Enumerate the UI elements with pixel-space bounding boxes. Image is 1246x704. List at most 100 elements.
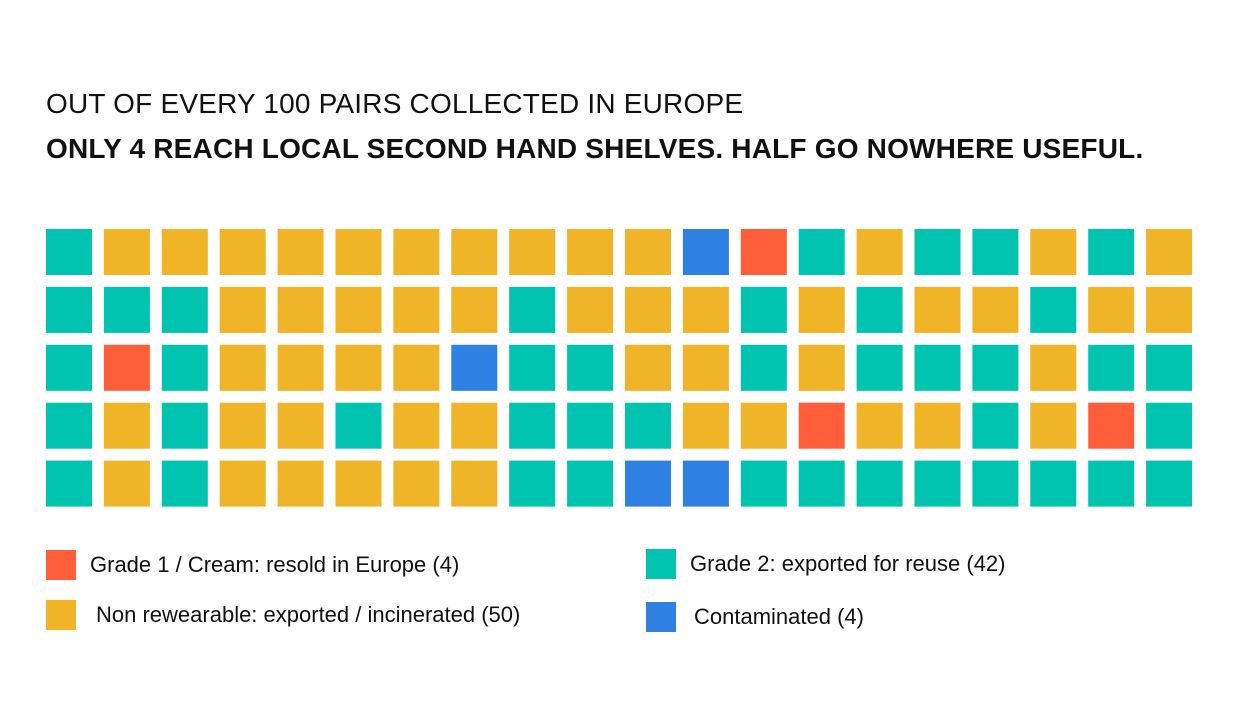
waffle-cell-reuse — [509, 286, 556, 333]
legend-label-contaminated: Contaminated (4) — [694, 604, 864, 629]
waffle-cell-reuse — [740, 286, 787, 333]
waffle-cell-reuse — [972, 402, 1019, 449]
waffle-cell-reuse — [740, 344, 787, 391]
waffle-cell-reuse — [567, 402, 614, 449]
waffle-cell-nonwear — [219, 229, 266, 275]
waffle-cell-nonwear — [103, 229, 150, 275]
chart-subtitle: ONLY 4 REACH LOCAL SECOND HAND SHELVES. … — [46, 133, 1144, 164]
waffle-cell-nonwear — [1146, 286, 1193, 333]
waffle-cell-reuse — [1030, 286, 1077, 333]
waffle-cell-nonwear — [219, 402, 266, 449]
waffle-cell-reuse — [972, 229, 1019, 275]
waffle-cell-reuse — [856, 460, 903, 507]
legend-swatch-contaminated — [646, 602, 676, 632]
waffle-cell-nonwear — [103, 402, 150, 449]
waffle-cell-nonwear — [277, 229, 324, 275]
waffle-cell-reuse — [46, 402, 92, 449]
waffle-cell-nonwear — [335, 460, 382, 507]
waffle-cell-reuse — [1146, 344, 1193, 391]
waffle-cell-reuse — [509, 344, 556, 391]
waffle-cell-reuse — [1088, 344, 1135, 391]
waffle-cell-nonwear — [451, 460, 498, 507]
waffle-cell-reuse — [1088, 229, 1135, 275]
legend-swatch-reuse — [646, 549, 676, 579]
waffle-cell-nonwear — [219, 286, 266, 333]
waffle-cell-nonwear — [740, 402, 787, 449]
waffle-cell-reuse — [972, 344, 1019, 391]
waffle-cell-nonwear — [798, 286, 845, 333]
waffle-cell-nonwear — [335, 229, 382, 275]
waffle-cell-nonwear — [393, 286, 440, 333]
waffle-cell-nonwear — [103, 460, 150, 507]
legend-item-nonwear: Non rewearable: exported / incinerated (… — [46, 600, 520, 630]
waffle-cell-nonwear — [451, 402, 498, 449]
waffle-cell-reuse — [46, 460, 92, 507]
waffle-cell-reuse — [46, 344, 92, 391]
waffle-cell-cream — [103, 344, 150, 391]
waffle-cell-contaminated — [625, 460, 671, 507]
waffle-cell-nonwear — [856, 229, 903, 275]
waffle-cell-reuse — [161, 460, 208, 507]
waffle-cell-nonwear — [567, 229, 614, 275]
waffle-cell-nonwear — [393, 460, 440, 507]
waffle-cell-reuse — [798, 460, 845, 507]
waffle-cell-reuse — [914, 229, 961, 275]
waffle-cell-reuse — [567, 344, 614, 391]
waffle-cell-nonwear — [509, 229, 556, 275]
waffle-cell-nonwear — [277, 460, 324, 507]
waffle-cell-nonwear — [972, 286, 1019, 333]
waffle-cell-nonwear — [219, 460, 266, 507]
waffle-cell-nonwear — [393, 229, 440, 275]
waffle-cell-contaminated — [451, 344, 498, 391]
waffle-cell-nonwear — [1030, 402, 1077, 449]
waffle-cell-reuse — [1146, 460, 1193, 507]
waffle-cell-contaminated — [682, 460, 729, 507]
waffle-cell-nonwear — [277, 402, 324, 449]
waffle-cell-reuse — [856, 286, 903, 333]
waffle-cell-nonwear — [914, 402, 961, 449]
waffle-cell-nonwear — [219, 344, 266, 391]
waffle-cell-nonwear — [451, 286, 498, 333]
waffle-cell-nonwear — [567, 286, 614, 333]
waffle-cell-nonwear — [393, 344, 440, 391]
chart-title: OUT OF EVERY 100 PAIRS COLLECTED IN EURO… — [46, 88, 744, 119]
waffle-cell-nonwear — [161, 229, 208, 275]
waffle-cell-reuse — [161, 344, 208, 391]
waffle-cell-nonwear — [451, 229, 498, 275]
legend-label-nonwear: Non rewearable: exported / incinerated (… — [96, 602, 521, 627]
waffle-cell-nonwear — [798, 344, 845, 391]
waffle-cell-reuse — [856, 344, 903, 391]
waffle-cell-nonwear — [393, 402, 440, 449]
waffle-cell-reuse — [972, 460, 1019, 507]
waffle-cell-reuse — [798, 229, 845, 275]
waffle-cell-nonwear — [1146, 229, 1193, 275]
waffle-cell-reuse — [1030, 460, 1077, 507]
waffle-cell-nonwear — [1088, 286, 1135, 333]
waffle-cell-nonwear — [1030, 344, 1077, 391]
waffle-cell-nonwear — [335, 286, 382, 333]
waffle-cell-reuse — [1088, 460, 1135, 507]
waffle-cell-nonwear — [682, 286, 729, 333]
legend-item-contaminated: Contaminated (4) — [646, 602, 864, 632]
waffle-cell-nonwear — [914, 286, 961, 333]
waffle-cell-nonwear — [682, 344, 729, 391]
waffle-cell-reuse — [46, 286, 92, 333]
legend-item-cream: Grade 1 / Cream: resold in Europe (4) — [46, 550, 459, 580]
waffle-cell-reuse — [567, 460, 614, 507]
waffle-cell-reuse — [625, 402, 671, 449]
waffle-cell-nonwear — [277, 286, 324, 333]
waffle-cell-reuse — [103, 286, 150, 333]
waffle-cell-nonwear — [277, 344, 324, 391]
waffle-cell-reuse — [161, 402, 208, 449]
waffle-cell-nonwear — [625, 229, 671, 275]
legend-swatch-nonwear — [46, 600, 76, 630]
waffle-cell-reuse — [46, 229, 92, 275]
waffle-cell-reuse — [914, 460, 961, 507]
waffle-cell-nonwear — [625, 344, 671, 391]
waffle-cell-cream — [1088, 402, 1135, 449]
waffle-cell-reuse — [509, 402, 556, 449]
waffle-cell-nonwear — [625, 286, 671, 333]
waffle-cell-reuse — [161, 286, 208, 333]
waffle-cell-nonwear — [856, 402, 903, 449]
